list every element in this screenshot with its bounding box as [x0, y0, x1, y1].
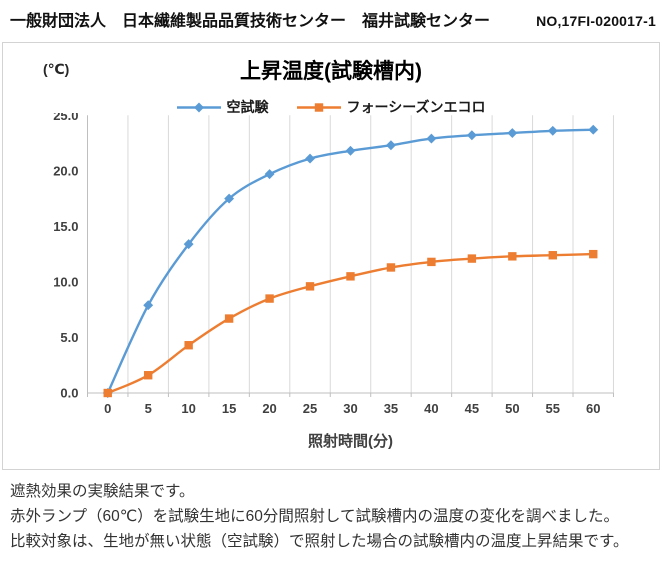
- data-point-square: [346, 272, 355, 281]
- legend-label: 空試験: [226, 99, 269, 115]
- data-point-square: [103, 388, 112, 398]
- note-line: 遮熱効果の実験結果です。: [10, 483, 195, 500]
- x-tick-label: 25: [303, 401, 317, 416]
- data-point-diamond: [183, 239, 194, 250]
- data-point-square: [224, 314, 234, 323]
- data-point-diamond: [507, 128, 518, 138]
- data-point-square: [143, 371, 153, 380]
- report-header: 一般財団法人 日本繊維製品品質技術センター 福井試験センター NO,17FI-0…: [10, 7, 656, 31]
- chart-panel: 上昇温度(試験槽内) (℃) 空試験 フォーシーズンエコロ 0.0 5.0 10.0 1…: [2, 42, 660, 470]
- x-tick-label: 60: [586, 401, 600, 416]
- series-line-0: [106, 128, 595, 395]
- x-tick-label: 35: [384, 401, 398, 416]
- data-point-square: [467, 254, 477, 263]
- data-point-square: [184, 341, 193, 350]
- organization-title: 一般財団法人 日本繊維製品品質技術センター 福井試験センター: [10, 13, 491, 30]
- data-point-square: [386, 263, 396, 272]
- data-point-diamond: [547, 125, 558, 136]
- y-tick-label: 15.0: [53, 219, 78, 234]
- y-tick-label: 0.0: [60, 386, 78, 401]
- note-line: 赤外ランプ（60℃）を試験生地に60分間照射して試験槽内の温度の変化を調べました…: [10, 508, 619, 525]
- x-tick-label: 45: [465, 401, 479, 416]
- data-point-diamond: [386, 140, 396, 151]
- y-tick-label: 10.0: [53, 274, 78, 289]
- x-tick-label: 5: [145, 401, 152, 416]
- data-point-square: [548, 251, 557, 260]
- x-tick-label: 50: [505, 401, 519, 416]
- y-axis-unit-label: (℃): [43, 61, 70, 77]
- x-tick-label: 0: [104, 401, 111, 416]
- note-line: 比較対象は、生地が無い状態（空試験）で照射した場合の試験槽内の温度上昇結果です。: [10, 533, 629, 550]
- data-point-diamond: [224, 193, 235, 204]
- data-point-square: [265, 294, 274, 303]
- report-number: NO,17FI-020017-1: [536, 13, 656, 29]
- data-point-diamond: [143, 300, 154, 311]
- data-point-square: [589, 249, 598, 259]
- x-axis-title: 照射時間(分): [308, 432, 393, 450]
- data-point-diamond: [264, 169, 275, 180]
- temperature-line-chart: 0.0 5.0 10.0 15.0 20.0 25.0 0 5 10 15 20 25 30 35 40 45…: [53, 113, 614, 450]
- legend-square-marker-icon: [297, 102, 342, 112]
- y-tick-label: 20.0: [53, 163, 78, 178]
- legend-diamond-marker-icon: [177, 102, 222, 112]
- x-tick-label: 20: [262, 401, 276, 416]
- legend-label: フォーシーズンエコロ: [346, 99, 486, 115]
- data-point-diamond: [466, 130, 477, 141]
- data-point-diamond: [426, 133, 437, 144]
- legend-item-1: フォーシーズンエコロ: [296, 97, 486, 117]
- x-tick-label: 40: [424, 401, 438, 416]
- x-tick-label: 15: [222, 401, 236, 416]
- data-point-square: [508, 252, 517, 261]
- legend-item-0: 空試験: [176, 97, 268, 117]
- x-tick-label: 55: [546, 401, 560, 416]
- y-tick-label: 5.0: [60, 330, 78, 345]
- data-point-square: [427, 257, 436, 267]
- data-point-square: [305, 282, 315, 291]
- x-tick-label: 10: [181, 401, 195, 416]
- data-point-diamond: [345, 145, 356, 156]
- y-tick-label: 25.0: [53, 113, 78, 123]
- data-point-diamond: [588, 124, 599, 135]
- chart-legend: 空試験 フォーシーズンエコロ: [3, 97, 659, 117]
- chart-title: 上昇温度(試験槽内): [240, 60, 422, 83]
- experiment-notes: 遮熱効果の実験結果です。 赤外ランプ（60℃）を試験生地に60分間照射して試験槽…: [10, 479, 656, 554]
- data-point-diamond: [305, 153, 315, 164]
- x-tick-label: 30: [343, 401, 357, 416]
